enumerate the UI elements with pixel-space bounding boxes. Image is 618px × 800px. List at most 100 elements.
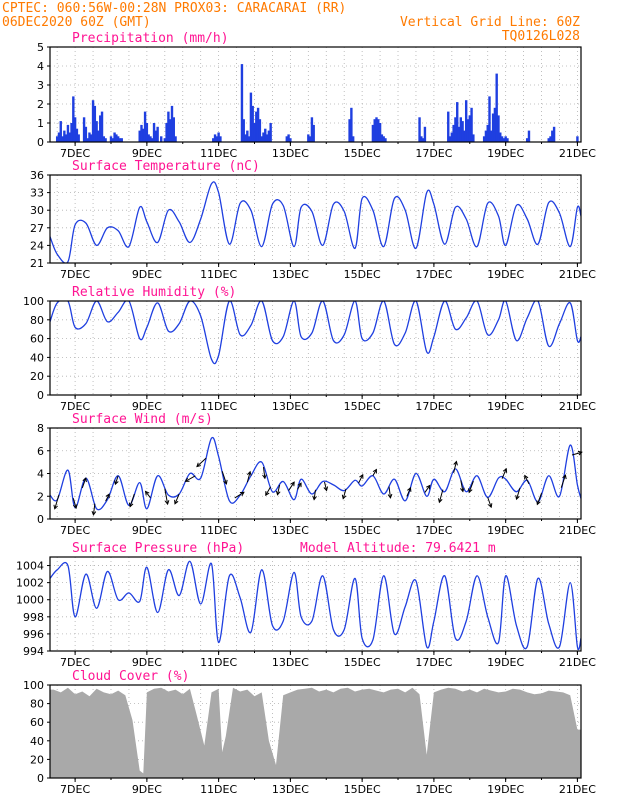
precip-bar [90,134,93,142]
wind-arrow-head [312,495,317,501]
x-tick-label: 11DEC [200,268,237,281]
y-tick-label: 100 [23,679,44,692]
wind-arrow-head [239,491,245,497]
precip-bar [499,132,502,142]
precip-bar [111,138,114,142]
precip-bar [160,136,163,142]
wind-arrow-shaft [164,488,169,505]
wind-arrow-head [53,504,58,510]
header-grid-line-note: Vertical Grid Line: 60Z [400,15,580,30]
precip-bar [255,111,258,142]
y-tick-label: 60 [30,716,44,729]
precip-bar [95,121,98,142]
precip-bar [165,123,168,142]
wind-arrow-head [164,500,170,506]
panel-title: Surface Temperature (nC) [72,159,260,174]
x-tick-label: 15DEC [344,400,381,413]
precip-bar [143,111,147,142]
precip-bar [500,136,504,142]
wind-arrow-head [91,510,97,516]
precip-bar [86,138,89,142]
y-tick-label: 24 [30,239,44,252]
precip-bar [490,130,493,142]
wind-arrow-shaft [234,491,245,499]
precip-bar [482,136,486,142]
wind-arrow-head [502,467,508,473]
panel-precip: 0 1 2 3 4 5 7DEC 9DEC 11DEC 13DEC 15DEC 17DEC 19DEC 2… [37,31,596,160]
precip-bar [421,138,425,142]
precip-bar [253,123,256,142]
wind-arrow-shaft [313,489,316,500]
y-tick-label: 36 [30,169,44,182]
precip-bar [491,113,495,142]
x-tick-label: 11DEC [200,524,237,537]
y-tick-label: 2 [37,490,44,503]
y-tick-label: 33 [30,187,44,200]
wind-arrow-head [487,503,493,509]
x-tick-label: 15DEC [344,524,381,537]
precip-bar [348,119,351,142]
x-tick-label: 17DEC [415,268,452,281]
precip-bar [312,124,315,142]
wind-arrow-shaft [536,493,543,505]
panel-frame [49,427,582,520]
x-tick-label: 7DEC [60,656,90,669]
precip-bar [91,100,95,142]
precip-bar [486,124,489,142]
wind-arrow-head [72,504,78,510]
precip-bar [63,130,66,142]
wind-arrow-head [223,479,228,485]
header-date-line: 06DEC2020 60Z (GMT) [2,15,151,30]
precip-bar [450,132,454,142]
x-tick-label: 19DEC [487,268,524,281]
wind-arrow-head [426,484,431,490]
wind-arrow-head [196,462,201,468]
wind-arrow-head [262,474,267,480]
wind-arrow-shaft [453,461,457,473]
y-tick-label: 1004 [16,560,44,573]
precip-bar [120,138,123,142]
wind-arrow-head [184,477,190,482]
precip-bar [351,136,355,142]
precip-bar [380,134,384,142]
precip-bar [552,126,556,142]
precip-bar [466,119,470,142]
x-tick-label: 13DEC [272,783,309,796]
panel-frame [49,174,582,264]
x-tick-label: 9DEC [132,268,162,281]
precip-bar [115,134,118,142]
x-tick-label: 15DEC [344,268,381,281]
precip-bar [264,128,267,142]
wind-arrow-shaft [92,503,96,515]
precip-bar [249,92,253,142]
x-tick-label: 11DEC [200,147,237,160]
wind-arrow-head [577,450,583,456]
wind-arrow-shaft [487,497,492,508]
precip-bar [151,138,154,142]
precip-bar [97,130,100,142]
wind-arrow-shaft [81,477,87,489]
precip-bar [289,138,292,142]
precip-bar [154,130,158,142]
x-tick-label: 13DEC [272,524,309,537]
panel-title: Precipitation (mm/h) [72,31,229,46]
precip-bar [493,107,497,142]
y-tick-label: 30 [30,204,44,217]
wind-arrow-head [174,499,179,505]
precip-bar [102,136,106,142]
x-tick-label: 19DEC [487,656,524,669]
y-tick-label: 80 [30,698,44,711]
precip-bar [525,138,529,142]
precip-bar [488,96,491,142]
precip-bar [308,136,312,142]
cloud-cover-area [50,687,581,778]
precip-bar [461,121,464,142]
wind-arrow-shaft [468,480,474,493]
wind-series-line [50,436,581,511]
x-tick-label: 13DEC [272,656,309,669]
precip-bar [147,134,150,142]
wind-arrow-head [387,493,393,499]
precip-bar [167,111,170,142]
wind-arrow-shaft [560,474,566,488]
